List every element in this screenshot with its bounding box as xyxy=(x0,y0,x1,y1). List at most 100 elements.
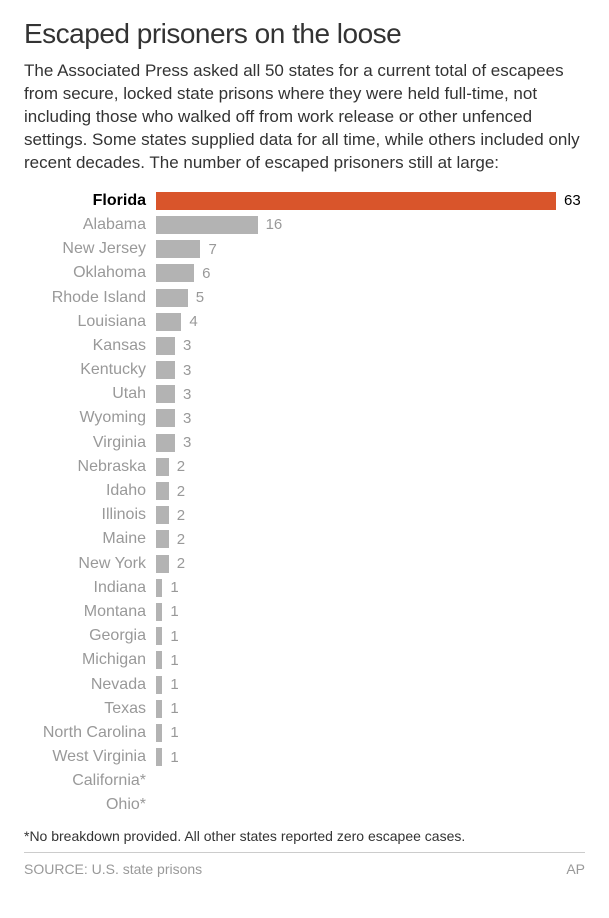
bar xyxy=(156,313,181,331)
row-label: California* xyxy=(24,772,156,790)
row-value: 3 xyxy=(175,410,191,427)
chart-row: Texas 1 xyxy=(24,697,585,721)
row-label: Montana xyxy=(24,603,156,621)
chart-row: Louisiana 4 xyxy=(24,310,585,334)
row-value: 3 xyxy=(175,434,191,451)
chart-row: West Virginia1 xyxy=(24,745,585,769)
row-value: 2 xyxy=(169,483,185,500)
row-label: Rhode Island xyxy=(24,289,156,307)
row-value: 2 xyxy=(169,555,185,572)
bar-area: 1 xyxy=(156,579,585,597)
chart-row: Kansas 3 xyxy=(24,334,585,358)
bar-area: 1 xyxy=(156,724,585,742)
bar-area: 1 xyxy=(156,603,585,621)
bar-area: 3 xyxy=(156,361,585,379)
bar xyxy=(156,555,169,573)
source-label: SOURCE: U.S. state prisons xyxy=(24,861,202,877)
chart-row: North Carolina1 xyxy=(24,721,585,745)
row-value: 3 xyxy=(175,362,191,379)
bar-area: 3 xyxy=(156,385,585,403)
row-value: 63 xyxy=(556,192,581,209)
chart-row: New York 2 xyxy=(24,552,585,576)
row-label: Kansas xyxy=(24,337,156,355)
chart-row: Georgia 1 xyxy=(24,624,585,648)
row-label: West Virginia xyxy=(24,748,156,766)
row-label: Utah xyxy=(24,385,156,403)
chart-description: The Associated Press asked all 50 states… xyxy=(24,60,585,175)
bar-area: 2 xyxy=(156,458,585,476)
bar xyxy=(156,337,175,355)
row-value: 7 xyxy=(200,241,216,258)
bar-area: 3 xyxy=(156,434,585,452)
row-label: Wyoming xyxy=(24,409,156,427)
row-value: 2 xyxy=(169,531,185,548)
row-label: Maine xyxy=(24,530,156,548)
bar xyxy=(156,289,188,307)
chart-row: Rhode Island 5 xyxy=(24,285,585,309)
row-label: Louisiana xyxy=(24,313,156,331)
chart-row: Idaho2 xyxy=(24,479,585,503)
bar-chart: Florida63Alabama16New Jersey7Oklahoma6Rh… xyxy=(24,189,585,818)
source-row: SOURCE: U.S. state prisons AP xyxy=(24,861,585,877)
bar-area: 3 xyxy=(156,337,585,355)
chart-row: Montana 1 xyxy=(24,600,585,624)
bar-area: 1 xyxy=(156,651,585,669)
bar-area: 2 xyxy=(156,506,585,524)
bar xyxy=(156,506,169,524)
chart-footnote: *No breakdown provided. All other states… xyxy=(24,828,585,853)
chart-row: Maine 2 xyxy=(24,527,585,551)
chart-title: Escaped prisoners on the loose xyxy=(24,18,585,50)
row-value: 1 xyxy=(162,700,178,717)
row-label: North Carolina xyxy=(24,724,156,742)
row-label: Alabama xyxy=(24,216,156,234)
row-label: Kentucky xyxy=(24,361,156,379)
chart-row: Ohio* xyxy=(24,793,585,817)
chart-row: Utah3 xyxy=(24,382,585,406)
row-label: Florida xyxy=(24,192,156,210)
bar xyxy=(156,240,200,258)
bar-area: 2 xyxy=(156,482,585,500)
row-label: Ohio* xyxy=(24,796,156,814)
row-label: Texas xyxy=(24,700,156,718)
bar xyxy=(156,192,556,210)
chart-row: Indiana 1 xyxy=(24,576,585,600)
chart-row: Oklahoma6 xyxy=(24,261,585,285)
row-value: 1 xyxy=(162,628,178,645)
bar-area: 1 xyxy=(156,627,585,645)
chart-row: Illinois 2 xyxy=(24,503,585,527)
row-label: Nevada xyxy=(24,676,156,694)
bar-area: 1 xyxy=(156,676,585,694)
bar xyxy=(156,458,169,476)
bar-area: 5 xyxy=(156,289,585,307)
row-label: Indiana xyxy=(24,579,156,597)
bar-area: 1 xyxy=(156,700,585,718)
row-value: 1 xyxy=(162,579,178,596)
row-value: 4 xyxy=(181,313,197,330)
bar-area xyxy=(156,796,585,814)
bar-area: 3 xyxy=(156,409,585,427)
row-value: 16 xyxy=(258,216,283,233)
bar-area: 16 xyxy=(156,216,585,234)
row-label: Illinois xyxy=(24,506,156,524)
row-value: 3 xyxy=(175,337,191,354)
row-label: New York xyxy=(24,555,156,573)
row-value: 5 xyxy=(188,289,204,306)
chart-row: Florida 63 xyxy=(24,189,585,213)
row-value: 1 xyxy=(162,676,178,693)
bar-area: 63 xyxy=(156,192,585,210)
row-label: New Jersey xyxy=(24,240,156,258)
chart-row: Michigan1 xyxy=(24,648,585,672)
chart-row: Wyoming 3 xyxy=(24,406,585,430)
bar-area: 7 xyxy=(156,240,585,258)
bar xyxy=(156,361,175,379)
chart-row: Kentucky 3 xyxy=(24,358,585,382)
bar xyxy=(156,482,169,500)
bar xyxy=(156,216,258,234)
row-value: 6 xyxy=(194,265,210,282)
bar xyxy=(156,409,175,427)
row-value: 1 xyxy=(162,603,178,620)
row-value: 2 xyxy=(169,507,185,524)
row-label: Georgia xyxy=(24,627,156,645)
chart-row: Virginia3 xyxy=(24,431,585,455)
credit: AP xyxy=(566,861,585,877)
